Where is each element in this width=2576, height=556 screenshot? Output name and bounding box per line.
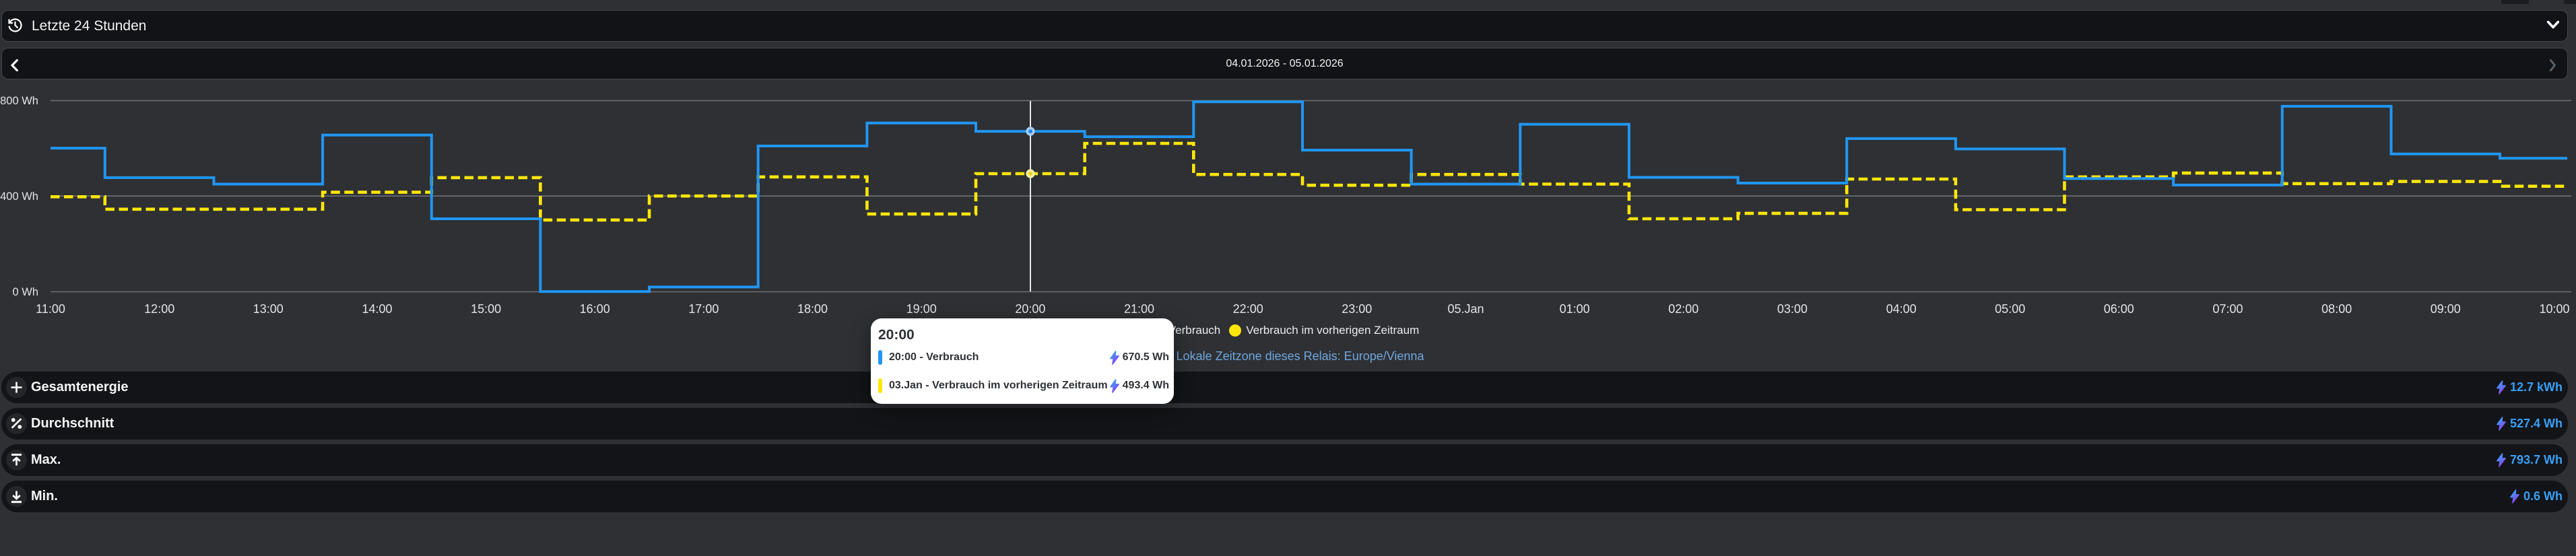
svg-text:800 Wh: 800 Wh — [0, 95, 38, 107]
svg-text:01:00: 01:00 — [1560, 302, 1590, 316]
svg-text:21:00: 21:00 — [1124, 302, 1154, 316]
svg-text:22:00: 22:00 — [1233, 302, 1263, 316]
svg-text:0 Wh: 0 Wh — [12, 286, 38, 298]
svg-text:23:00: 23:00 — [1342, 302, 1372, 316]
svg-text:08:00: 08:00 — [2321, 302, 2352, 316]
svg-text:20:00: 20:00 — [1015, 302, 1045, 316]
svg-text:17:00: 17:00 — [688, 302, 719, 316]
svg-text:12:00: 12:00 — [144, 302, 174, 316]
svg-text:16:00: 16:00 — [580, 302, 610, 316]
svg-text:15:00: 15:00 — [471, 302, 501, 316]
svg-text:10:00: 10:00 — [2539, 302, 2569, 316]
svg-text:400 Wh: 400 Wh — [0, 190, 38, 203]
svg-text:03:00: 03:00 — [1777, 302, 1808, 316]
svg-text:07:00: 07:00 — [2212, 302, 2243, 316]
svg-text:13:00: 13:00 — [253, 302, 284, 316]
svg-text:19:00: 19:00 — [906, 302, 937, 316]
svg-text:04:00: 04:00 — [1886, 302, 1917, 316]
svg-text:11:00: 11:00 — [36, 302, 65, 316]
svg-text:09:00: 09:00 — [2431, 302, 2461, 316]
svg-text:05.Jan: 05.Jan — [1447, 302, 1484, 316]
svg-text:18:00: 18:00 — [797, 302, 828, 316]
svg-text:06:00: 06:00 — [2104, 302, 2134, 316]
svg-text:02:00: 02:00 — [1668, 302, 1698, 316]
svg-text:14:00: 14:00 — [362, 302, 392, 316]
svg-text:05:00: 05:00 — [1995, 302, 2025, 316]
